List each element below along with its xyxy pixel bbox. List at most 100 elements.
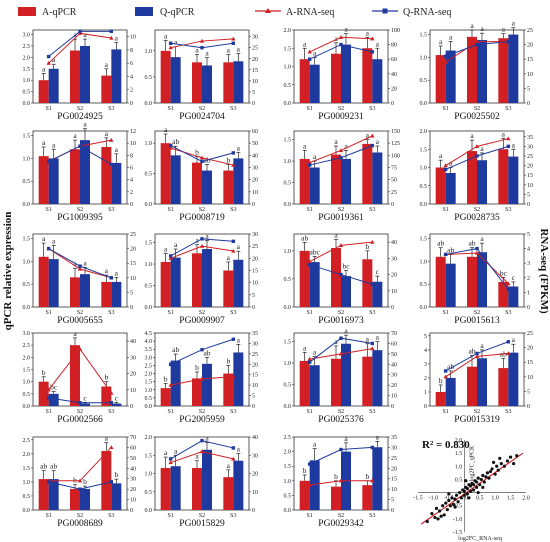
right-tick-label: 40 — [391, 240, 397, 246]
sig-letter-q: a — [205, 231, 209, 240]
right-tick-label: 5 — [252, 293, 255, 299]
marker-a-rnaseq — [46, 387, 51, 392]
bar-a-qpcr — [38, 80, 49, 103]
left-tick-label: 1.0 — [23, 78, 31, 84]
bar-a-qpcr — [223, 62, 234, 103]
bar-q-qpcr — [341, 343, 351, 406]
bar-q-qpcr — [233, 259, 244, 307]
right-tick-label: 10 — [252, 190, 258, 196]
left-tick-label: 0.5 — [284, 83, 292, 89]
right-tick-label: 0 — [252, 508, 255, 514]
scatter-point — [447, 492, 451, 496]
scatter-point — [475, 480, 479, 484]
right-tick-label: 0 — [391, 404, 394, 410]
bar-q-qpcr — [80, 403, 90, 406]
sig-letter-a: ab — [468, 346, 475, 355]
bar-q-qpcr — [372, 152, 383, 204]
marker-a-rnaseq — [307, 49, 312, 54]
marker-q-rnaseq — [109, 276, 114, 280]
x-tick-label: S1 — [45, 207, 51, 213]
right-tick-label: 20 — [252, 362, 258, 368]
right-tick-label: 30 — [527, 144, 533, 150]
panel-pg2005959: 0.0 0.5 1.0 1.5 2.0 2.5 3.0 3.5 4.0 4.5 0 5 10 15 20 25… — [145, 331, 259, 425]
sig-letter-a: a — [303, 39, 307, 48]
bar-q-qpcr — [80, 45, 90, 103]
sig-letter-a: a — [334, 34, 338, 43]
left-tick-label: 0.0 — [23, 305, 31, 311]
marker-q-rnaseq — [46, 54, 51, 59]
x-tick-label: S2 — [474, 310, 480, 316]
left-tick-label: 1.5 — [284, 46, 292, 52]
scatter-point — [493, 472, 497, 476]
scatter-point — [468, 484, 473, 488]
right-tick-label: 8 — [130, 153, 133, 159]
sig-letter-a: bc — [500, 268, 508, 277]
right-tick-label: 25 — [527, 331, 533, 337]
x-tick-label: S1 — [167, 106, 173, 112]
sig-letter-q: a — [205, 49, 209, 58]
left-tick-label: 0.0 — [145, 305, 153, 311]
scatter-point — [436, 517, 440, 521]
right-tick-label: 0 — [130, 404, 133, 410]
right-tick-label: 10 — [252, 281, 258, 287]
right-tick-label: 10 — [527, 183, 533, 189]
marker-q-rnaseq — [78, 487, 82, 491]
marker-q-rnaseq — [109, 480, 114, 484]
right-tick-label: 5 — [130, 290, 133, 296]
marker-q-rnaseq — [168, 254, 173, 258]
left-tick-label: 1.0 — [420, 259, 428, 265]
sig-letter-q: a — [174, 38, 178, 47]
marker-q-rnaseq — [339, 42, 343, 47]
marker-a-rnaseq — [443, 163, 448, 168]
bar-a-qpcr — [38, 479, 49, 510]
bar-q-qpcr — [309, 64, 320, 103]
sig-letter-a: b — [334, 472, 338, 481]
bar-q-qpcr — [233, 460, 244, 510]
scatter-point — [499, 462, 503, 466]
sig-letter-a: a — [42, 138, 46, 147]
left-tick-label: 0.5 — [23, 494, 31, 500]
bar-q-qpcr — [233, 158, 244, 204]
bar-q-qpcr — [111, 403, 122, 406]
panel-pg0008719: 0.00.51.00102030405060aabS1babS2baS3PG00… — [145, 125, 259, 223]
gene-label: PG0015829 — [179, 519, 225, 529]
marker-a-rnaseq — [199, 155, 205, 160]
sig-letter-q: a — [512, 140, 516, 149]
right-tick-label: 20 — [252, 178, 258, 184]
right-tick-label: 25 — [252, 352, 258, 358]
sig-letter-a: b — [42, 368, 46, 377]
right-tick-label: 25 — [130, 232, 136, 238]
line-q-rnaseq — [170, 338, 234, 365]
bar-q-qpcr — [309, 262, 320, 307]
left-tick-label: 1.5 — [23, 466, 31, 472]
left-tick-label: 4.5 — [145, 331, 153, 337]
scatter-y-tick: -1.0 — [453, 517, 463, 523]
scatter-point — [479, 477, 483, 482]
bar-a-qpcr — [362, 356, 373, 406]
left-tick-label: 0.0 — [284, 202, 292, 208]
right-tick-label: 30 — [252, 232, 258, 238]
scatter-point — [512, 462, 516, 466]
legend-swatch-q-qpcr — [135, 7, 153, 16]
gene-label: PG0005655 — [57, 316, 103, 326]
left-tick-label: 2.0 — [23, 452, 31, 458]
right-tick-label: 5 — [252, 90, 255, 96]
bar-a-qpcr — [101, 281, 112, 307]
sig-letter-q: a — [512, 19, 516, 28]
x-tick-label: S1 — [306, 409, 312, 415]
right-tick-label: 70 — [130, 435, 136, 441]
marker-a-rnaseq — [474, 250, 480, 255]
legend-label-a-qpcr: A-qPCR — [42, 7, 77, 18]
right-tick-label: 60 — [391, 341, 397, 347]
right-tick-label: 4 — [527, 247, 530, 253]
right-tick-label: 50 — [252, 141, 258, 147]
sig-letter-q: a — [115, 34, 119, 43]
marker-q-rnaseq — [46, 159, 51, 164]
sig-letter-q: abc — [309, 247, 320, 256]
right-tick-label: 150 — [391, 129, 400, 135]
right-tick-label: 0 — [391, 202, 394, 208]
marker-a-rnaseq — [109, 35, 114, 40]
marker-q-rnaseq — [370, 445, 375, 450]
